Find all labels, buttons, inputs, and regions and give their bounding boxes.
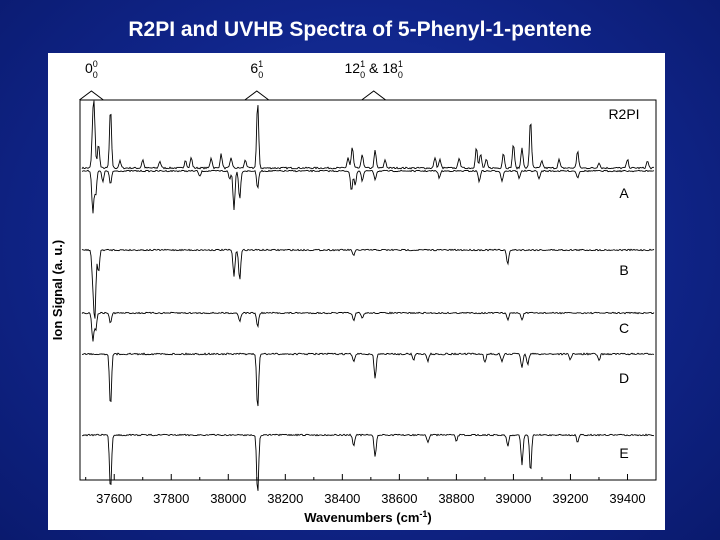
trace-d (81, 352, 655, 407)
band-bracket (361, 90, 387, 101)
trace-r2pi (81, 100, 655, 170)
band-annotation-label: 121 0 & 181 0 (345, 59, 403, 80)
x-tick-label: 38800 (438, 491, 474, 506)
trace-label-e: E (619, 445, 628, 461)
x-tick-label: 38000 (210, 491, 246, 506)
x-tick-label: 39000 (495, 491, 531, 506)
slide-title: R2PI and UVHB Spectra of 5-Phenyl-1-pent… (128, 18, 592, 41)
plot-frame (79, 99, 657, 481)
trace-label-c: C (619, 320, 629, 336)
spectra-chart: R2PI A B C D E 37600 37800 38000 38200 38400 38600 3… (50, 59, 657, 525)
band-annotation: 121 0 & 181 0 (345, 59, 403, 101)
x-tick-label: 37800 (153, 491, 189, 506)
x-axis-label: Wavenumbers (cm-1) (304, 509, 431, 525)
x-tick-label: 38600 (381, 491, 417, 506)
band-annotation-label: 00 0 (85, 59, 98, 80)
band-annotation: 61 0 (244, 59, 270, 101)
band-bracket (79, 90, 104, 101)
x-tick-label: 39200 (552, 491, 588, 506)
band-annotation: 00 0 (79, 59, 104, 101)
y-axis-label: Ion Signal (a. u.) (50, 240, 65, 340)
trace-label-b: B (619, 262, 628, 278)
band-bracket (244, 90, 270, 101)
x-tick-label: 38400 (324, 491, 360, 506)
band-annotation-label: 61 0 (250, 59, 263, 80)
trace-label-d: D (619, 370, 629, 386)
spectra-panel: R2PI A B C D E 37600 37800 38000 38200 38400 38600 3… (48, 53, 665, 530)
trace-label-r2pi: R2PI (608, 106, 639, 122)
trace-c (81, 311, 655, 342)
x-tick-label: 37600 (96, 491, 132, 506)
trace-a (81, 169, 655, 214)
x-tick-label: 39400 (609, 491, 645, 506)
trace-label-a: A (619, 185, 629, 201)
trace-b (81, 248, 655, 319)
x-tick-label: 38200 (267, 491, 303, 506)
trace-e (82, 433, 655, 491)
